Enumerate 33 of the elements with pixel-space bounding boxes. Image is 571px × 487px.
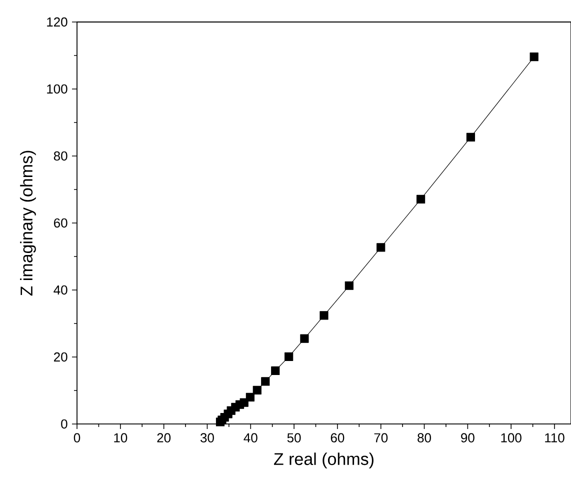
point [320,311,328,320]
y-tick-label: 60 [54,218,68,228]
point [416,194,426,204]
y-tick-label: 100 [47,84,68,94]
x-axis-title: Z real (ohms) [274,452,374,468]
x-tick-label: 70 [374,433,388,442]
point [246,392,255,402]
x-tick-label: 100 [501,433,522,442]
point [300,334,309,343]
x-tick-label: 60 [330,433,344,442]
point [284,352,294,361]
point [376,243,386,252]
x-tick-label: 30 [200,433,214,442]
x-tick-label: 0 [74,433,80,442]
y-tick-label: 20 [54,352,68,362]
x-tick-label: 90 [461,433,474,442]
point [466,132,476,142]
point [344,281,354,290]
point [252,386,262,394]
y-axis-title: Z imaginary (ohms) [20,150,36,296]
x-tick-label: 80 [418,433,431,442]
x-tick-label: 10 [114,433,128,442]
y-tick-label: 120 [47,17,68,27]
x-tick-label: 110 [545,433,564,442]
y-tick-label: 0 [61,419,68,429]
y-tick-label: 80 [54,151,68,161]
point [271,366,280,376]
y-tick-label: 40 [54,285,68,295]
x-tick-label: 50 [287,433,301,442]
point [261,377,270,386]
x-tick-label: 20 [157,433,171,442]
point [530,52,538,62]
x-tick-label: 40 [244,433,258,442]
